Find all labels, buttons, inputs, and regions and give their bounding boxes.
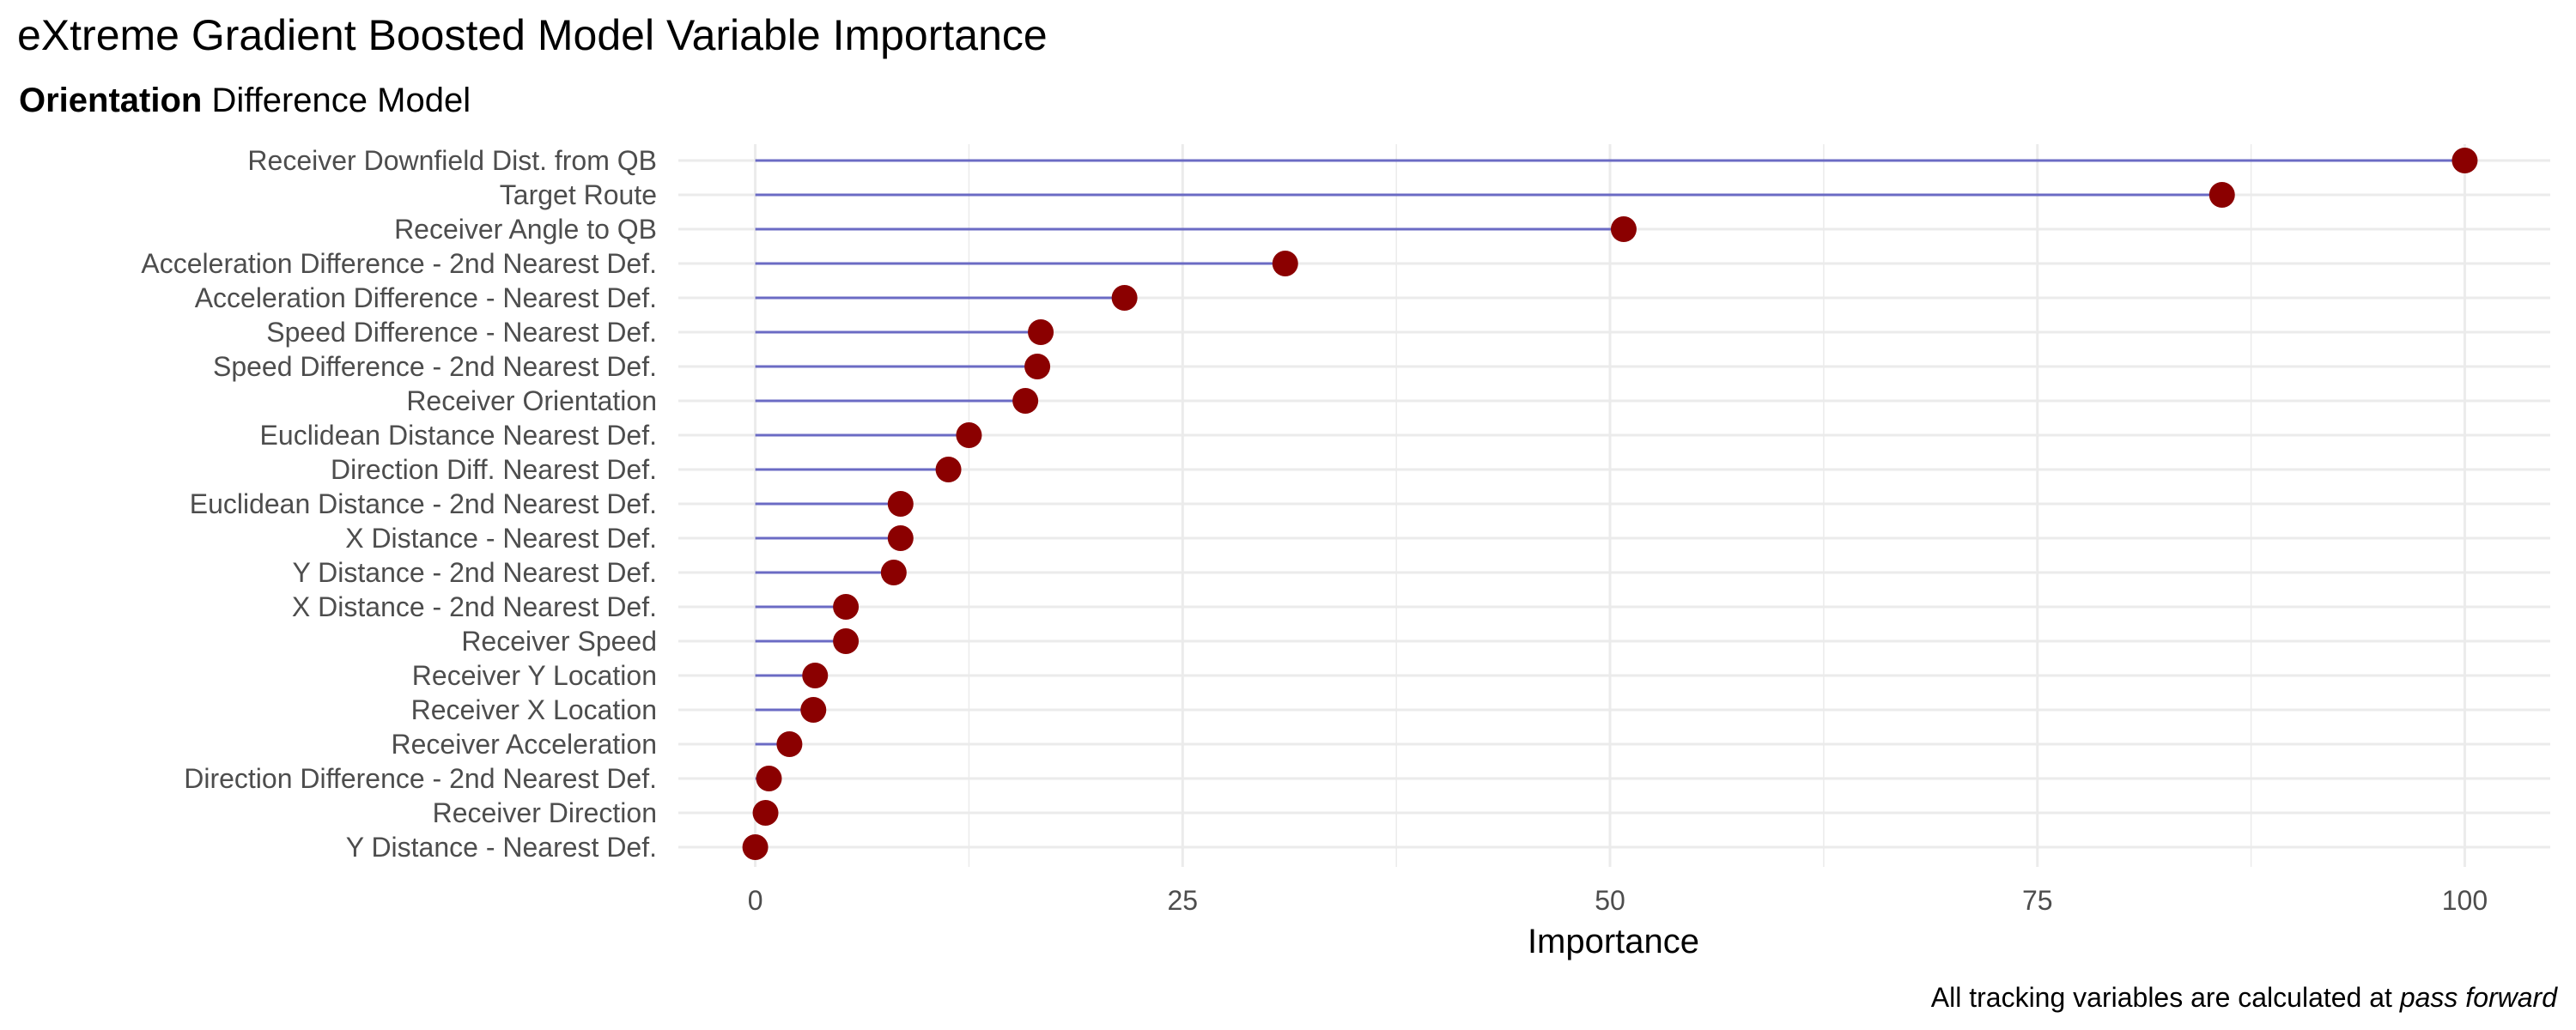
y-tick-label: Receiver Downfield Dist. from QB: [247, 145, 657, 176]
y-tick-label: Receiver X Location: [411, 694, 657, 725]
x-axis-title: Importance: [1528, 923, 1699, 960]
y-tick-label: X Distance - Nearest Def.: [345, 523, 657, 554]
x-tick-labels: 0 25 50 75 100: [748, 885, 2488, 916]
lollipop-point: [776, 731, 803, 757]
x-tick-label: 75: [2022, 885, 2053, 916]
y-tick-label: Receiver Orientation: [406, 385, 657, 416]
lollipop-point: [1610, 216, 1637, 242]
lollipop-point: [880, 560, 907, 585]
lollipop-point: [2451, 148, 2478, 173]
y-tick-label: X Distance - 2nd Nearest Def.: [292, 591, 657, 622]
lollipop-point: [833, 628, 860, 654]
subtitle-bold-part: Orientation: [19, 82, 202, 119]
y-tick-label: Receiver Y Location: [412, 660, 657, 691]
lollipop-point: [887, 525, 914, 551]
y-tick-label: Euclidean Distance Nearest Def.: [260, 420, 657, 451]
y-tick-label: Direction Difference - 2nd Nearest Def.: [184, 763, 657, 794]
y-tick-label: Target Route: [500, 179, 657, 210]
caption-italic: pass forward: [2399, 982, 2558, 1013]
chart-title: eXtreme Gradient Boosted Model Variable …: [17, 11, 1048, 59]
x-tick-label: 25: [1168, 885, 1199, 916]
lollipop-point: [833, 594, 860, 620]
lollipop-point: [1024, 354, 1051, 379]
lollipop-point: [1012, 388, 1039, 414]
chart-subtitle: Orientation Difference Model: [19, 82, 471, 119]
y-tick-label: Direction Diff. Nearest Def.: [331, 454, 657, 485]
y-tick-label: Euclidean Distance - 2nd Nearest Def.: [190, 488, 657, 519]
lollipop-point: [2208, 182, 2235, 208]
point-layer: [742, 148, 2478, 860]
lollipop-point: [1111, 285, 1138, 311]
caption-prefix: All tracking variables are calculated at: [1931, 982, 2400, 1013]
y-tick-label: Receiver Speed: [461, 626, 657, 657]
x-tick-label: 0: [748, 885, 763, 916]
y-tick-label: Receiver Acceleration: [392, 729, 657, 760]
lollipop-point: [800, 697, 827, 723]
lollipop-point: [935, 457, 962, 482]
lollipop-point: [802, 663, 829, 688]
grid-layer: [678, 144, 2550, 867]
y-tick-label: Y Distance - Nearest Def.: [346, 832, 657, 863]
lollipop-point: [956, 422, 982, 448]
y-tick-label: Receiver Direction: [433, 797, 657, 828]
y-tick-label: Acceleration Difference - Nearest Def.: [195, 282, 657, 313]
lollipop-point: [756, 766, 782, 791]
lollipop-point: [887, 491, 914, 517]
lollipop-point: [742, 834, 769, 860]
y-tick-label: Speed Difference - 2nd Nearest Def.: [213, 351, 657, 382]
y-tick-label: Receiver Angle to QB: [394, 214, 657, 245]
lollipop-point: [1028, 319, 1054, 345]
chart-caption: All tracking variables are calculated at…: [1931, 982, 2558, 1013]
lollipop-point: [752, 800, 779, 826]
stem-layer: [755, 159, 2465, 815]
x-tick-label: 100: [2442, 885, 2488, 916]
y-tick-label: Speed Difference - Nearest Def.: [266, 317, 657, 348]
lollipop-point: [1272, 251, 1298, 276]
y-tick-label: Y Distance - 2nd Nearest Def.: [293, 557, 658, 588]
subtitle-rest-part: Difference Model: [202, 82, 471, 119]
y-tick-label: Acceleration Difference - 2nd Nearest De…: [141, 248, 657, 279]
x-tick-label: 50: [1595, 885, 1625, 916]
